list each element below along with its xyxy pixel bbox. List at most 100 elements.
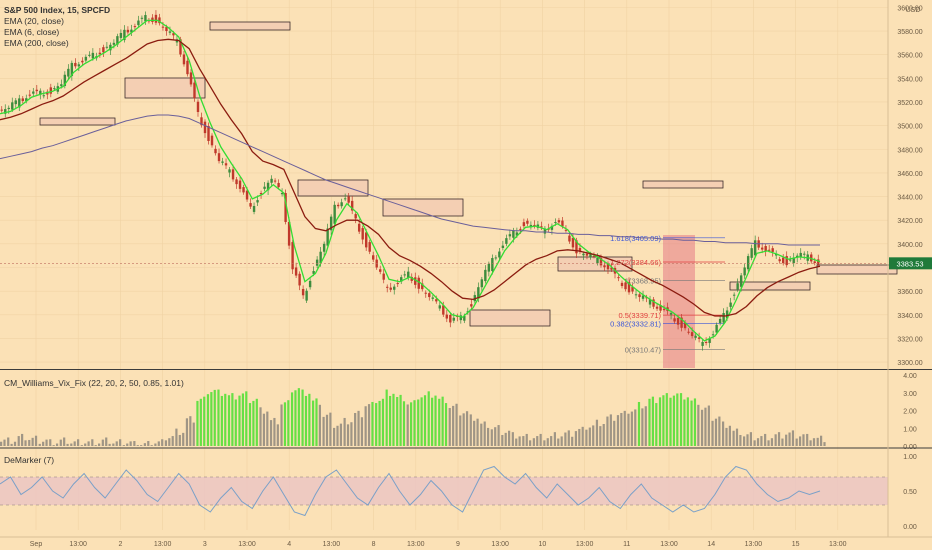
candle-body: [515, 232, 519, 236]
candle-body: [252, 206, 256, 212]
candle-body: [711, 334, 715, 336]
vix-bar: [721, 421, 725, 446]
vix-bar: [269, 420, 273, 446]
vix-bar: [508, 430, 511, 446]
candle-body: [606, 263, 610, 270]
vix-bar: [119, 439, 122, 446]
time-tick-label: Sep: [30, 541, 43, 548]
vix-bar: [431, 397, 434, 446]
candle-body: [133, 26, 137, 28]
price-zone-box[interactable]: [39, 117, 116, 126]
vix-bar: [311, 400, 315, 446]
time-axis[interactable]: Sep 13:00 2 13:00 3 13:00 4 13:00 8 13:00 9 13:00 10…: [0, 536, 932, 548]
vix-bar: [515, 438, 518, 446]
time-tick-label: 2: [118, 541, 122, 548]
price-zone-box[interactable]: [382, 198, 464, 217]
price-zone-box[interactable]: [297, 179, 369, 197]
candle-body: [357, 223, 361, 232]
candle-body: [417, 277, 420, 289]
fib-level-label: 1.618(3405.09): [610, 234, 661, 243]
candle-body: [67, 68, 70, 77]
vix-bar: [343, 417, 346, 446]
vix-bar: [112, 443, 115, 446]
indicator-ema20[interactable]: EMA (20, close): [4, 16, 64, 26]
time-tick-label: 13:00: [238, 541, 256, 548]
price-tick-label: 3360.00: [897, 289, 922, 296]
vix-bar: [711, 420, 714, 446]
demarker-line: [0, 465, 821, 517]
candle-body: [620, 282, 624, 287]
vix-pane-title[interactable]: CM_Williams_Vix_Fix (22, 20, 2, 50, 0.85…: [4, 378, 184, 388]
candle-body: [91, 52, 95, 59]
price-zone-box[interactable]: [816, 264, 898, 275]
price-zone-box[interactable]: [209, 21, 291, 31]
demarker-pane: 1.00 0.50 0.00: [0, 454, 917, 531]
demarker-pane-title[interactable]: DeMarker (7): [4, 455, 55, 465]
candle-body: [592, 255, 596, 257]
candle-body: [14, 100, 17, 105]
candle-body: [599, 258, 603, 266]
vix-bar: [164, 440, 168, 446]
vix-bar: [350, 422, 353, 446]
price-zone-box[interactable]: [642, 180, 724, 189]
vix-bar: [732, 430, 735, 446]
candle-body: [372, 255, 375, 260]
vix-bar: [385, 389, 388, 446]
vix-bar: [38, 443, 41, 446]
candle-body: [760, 247, 764, 250]
candle-body: [610, 267, 613, 270]
vix-bar: [812, 438, 816, 446]
price-tick-label: 3340.00: [897, 313, 922, 320]
vix-bar: [781, 438, 784, 446]
price-zone-box[interactable]: [469, 309, 551, 327]
candle-body: [88, 54, 91, 56]
vix-bar: [553, 432, 556, 446]
vix-bar: [364, 406, 367, 446]
vix-bar: [448, 408, 451, 446]
candle-body: [165, 27, 168, 32]
vix-bar: [578, 428, 581, 446]
vix-bar: [147, 441, 150, 446]
price-tick-label: 3500.00: [897, 124, 922, 131]
vix-bar: [623, 410, 626, 446]
vix-bar: [525, 433, 528, 446]
candle-body: [624, 282, 627, 290]
candle-body: [235, 179, 238, 185]
candle-body: [4, 109, 7, 114]
candle-body: [172, 33, 175, 36]
candle-body: [582, 253, 585, 256]
candle-body: [270, 178, 273, 183]
vix-bar: [452, 405, 455, 446]
vix-bar: [743, 436, 746, 446]
candle-body: [445, 314, 448, 319]
candle-body: [137, 20, 140, 26]
vix-bar: [616, 415, 620, 446]
price-axis[interactable]: 3383.53 3300.00 3320.00 3340.00 3360.00 3400.…: [0, 0, 932, 537]
vix-tick-label: 4.00: [903, 373, 917, 380]
indicator-ema6[interactable]: EMA (6, close): [4, 27, 60, 37]
candle-body: [18, 98, 21, 108]
vix-bar: [185, 418, 189, 446]
candle-body: [326, 228, 329, 246]
vix-bar: [336, 425, 339, 446]
candle-body: [361, 228, 364, 240]
price-tick-label: 3560.00: [897, 53, 922, 60]
vix-bar: [539, 433, 542, 446]
candle-body: [718, 318, 722, 324]
candle-body: [480, 279, 484, 288]
vix-bar: [420, 397, 423, 446]
pane-separators[interactable]: [0, 369, 932, 449]
candle-body: [774, 253, 778, 256]
symbol-title[interactable]: S&P 500 Index, 15, SPCFD: [4, 5, 111, 15]
vix-bar: [417, 399, 420, 446]
candle-body: [739, 275, 743, 287]
vix-bar: [655, 403, 658, 446]
candle-body: [452, 317, 456, 321]
candle-body: [785, 256, 788, 266]
price-tick-label: 3440.00: [897, 195, 922, 202]
vix-bar: [325, 414, 329, 446]
price-zone-box[interactable]: [124, 77, 206, 99]
vix-bar: [823, 442, 826, 446]
indicator-ema200[interactable]: EMA (200, close): [4, 38, 69, 48]
